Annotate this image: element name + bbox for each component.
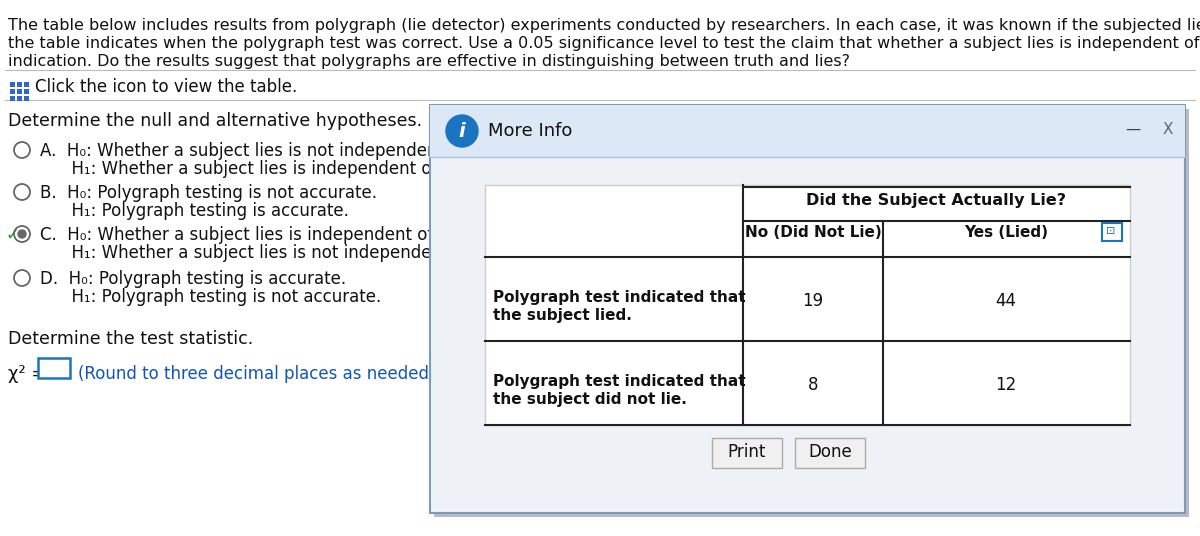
Text: A.  H₀: Whether a subject lies is not independent of t: A. H₀: Whether a subject lies is not ind…	[40, 142, 478, 160]
Text: Determine the null and alternative hypotheses.: Determine the null and alternative hypot…	[8, 112, 422, 130]
Bar	[485, 185, 1130, 425]
Bar	[24, 96, 29, 101]
Text: C.  H₀: Whether a subject lies is independent of the p: C. H₀: Whether a subject lies is indepen…	[40, 226, 481, 244]
Bar	[17, 82, 22, 87]
Text: Polygraph test indicated that: Polygraph test indicated that	[493, 290, 745, 305]
Text: D.  H₀: Polygraph testing is accurate.: D. H₀: Polygraph testing is accurate.	[40, 270, 346, 288]
Text: Yes (Lied): Yes (Lied)	[964, 225, 1048, 240]
Bar	[796, 438, 865, 468]
Text: the table indicates when the polygraph test was correct. Use a 0.05 significance: the table indicates when the polygraph t…	[8, 36, 1200, 51]
Text: No (Did Not Lie): No (Did Not Lie)	[745, 225, 881, 240]
Bar	[17, 96, 22, 101]
Bar	[10, 89, 14, 94]
Text: X: X	[1163, 122, 1174, 137]
Text: H₁: Polygraph testing is not accurate.: H₁: Polygraph testing is not accurate.	[40, 288, 382, 306]
Text: —: —	[1126, 122, 1140, 137]
Text: H₁: Polygraph testing is accurate.: H₁: Polygraph testing is accurate.	[40, 202, 349, 220]
Text: B.  H₀: Polygraph testing is not accurate.: B. H₀: Polygraph testing is not accurate…	[40, 184, 377, 202]
Text: χ² =: χ² =	[8, 365, 47, 383]
Text: (Round to three decimal places as needed.): (Round to three decimal places as needed…	[78, 365, 440, 383]
Bar	[24, 89, 29, 94]
Bar	[712, 438, 782, 468]
Text: H₁: Whether a subject lies is independent of the p: H₁: Whether a subject lies is independen…	[40, 160, 486, 178]
Text: the subject lied.: the subject lied.	[493, 308, 632, 323]
Text: Polygraph test indicated that: Polygraph test indicated that	[493, 374, 745, 389]
Text: Done: Done	[808, 443, 852, 461]
Circle shape	[18, 230, 26, 238]
Bar	[1102, 223, 1122, 241]
Circle shape	[446, 115, 478, 147]
Text: The table below includes results from polygraph (lie detector) experiments condu: The table below includes results from po…	[8, 18, 1200, 33]
Text: More Info: More Info	[488, 122, 572, 140]
Bar	[434, 109, 1189, 517]
Text: Print: Print	[728, 443, 766, 461]
Text: Click the icon to view the table.: Click the icon to view the table.	[35, 78, 298, 96]
Text: i: i	[458, 122, 466, 141]
Bar	[430, 105, 1186, 157]
Bar	[24, 82, 29, 87]
Bar	[430, 105, 1186, 513]
Text: ✓: ✓	[5, 226, 19, 244]
Bar	[38, 358, 70, 378]
Text: 44: 44	[996, 292, 1016, 310]
Text: indication. Do the results suggest that polygraphs are effective in distinguishi: indication. Do the results suggest that …	[8, 54, 850, 69]
Text: Did the Subject Actually Lie?: Did the Subject Actually Lie?	[806, 193, 1067, 208]
Text: Determine the test statistic.: Determine the test statistic.	[8, 330, 253, 348]
Text: 19: 19	[803, 292, 823, 310]
Bar	[10, 82, 14, 87]
Bar	[10, 96, 14, 101]
Bar	[17, 89, 22, 94]
Text: the subject did not lie.: the subject did not lie.	[493, 392, 686, 407]
Text: ⊡: ⊡	[1106, 226, 1115, 236]
Text: 8: 8	[808, 376, 818, 394]
Text: 12: 12	[995, 376, 1016, 394]
Text: H₁: Whether a subject lies is not independent of t: H₁: Whether a subject lies is not indepe…	[40, 244, 481, 262]
